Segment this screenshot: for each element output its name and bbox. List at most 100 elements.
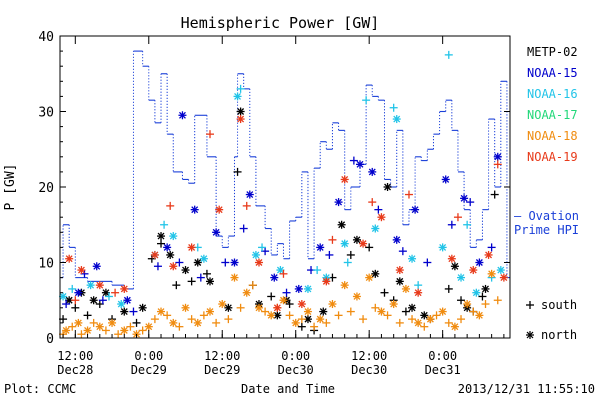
star-d2 xyxy=(102,289,110,297)
north-point xyxy=(352,235,361,244)
south-point xyxy=(114,330,123,339)
star-d2 xyxy=(485,251,493,259)
y-axis-label: P [GW] xyxy=(3,164,18,211)
north-point xyxy=(233,92,242,101)
south-point xyxy=(175,258,184,267)
north-point xyxy=(181,303,190,312)
north-point xyxy=(475,311,484,320)
star-d2 xyxy=(77,266,85,274)
north-point xyxy=(334,198,343,207)
south-point xyxy=(196,273,205,282)
star-d2 xyxy=(237,115,245,123)
south-point xyxy=(199,311,208,320)
north-point xyxy=(441,175,450,184)
star-d2 xyxy=(497,266,505,274)
star-d2 xyxy=(246,191,254,199)
legend-entry: METP-02 xyxy=(527,45,578,59)
star-d2 xyxy=(402,285,410,293)
star-d2 xyxy=(328,300,336,308)
north-point xyxy=(120,326,129,335)
south-point xyxy=(166,201,175,210)
south-point xyxy=(212,318,221,327)
star-d2 xyxy=(451,323,459,331)
south-point xyxy=(68,284,77,293)
star-d2 xyxy=(93,262,101,270)
south-point xyxy=(453,213,462,222)
south-point xyxy=(404,190,413,199)
south-point xyxy=(432,311,441,320)
north-point xyxy=(328,300,337,309)
legend-ovation: Prime HPI xyxy=(514,223,579,237)
north-point xyxy=(389,300,398,309)
star-d2 xyxy=(169,262,177,270)
star-d2 xyxy=(472,289,480,297)
south-point xyxy=(62,300,71,309)
star-d2 xyxy=(316,243,324,251)
south-point xyxy=(233,167,242,176)
north-point xyxy=(499,273,508,282)
star-d2 xyxy=(194,319,202,327)
south-point xyxy=(466,198,475,207)
star-d2 xyxy=(120,326,128,334)
north-point xyxy=(408,303,417,312)
north-point xyxy=(340,281,349,290)
south-point xyxy=(68,322,77,331)
north-point xyxy=(316,315,325,324)
north-point xyxy=(242,288,251,297)
x-tick-label: 12:00 xyxy=(57,349,93,363)
north-point xyxy=(392,115,401,124)
north-point xyxy=(392,235,401,244)
south-point xyxy=(493,296,502,305)
south-point xyxy=(365,243,374,252)
north-point xyxy=(120,284,129,293)
south-point xyxy=(258,243,267,252)
south-point xyxy=(383,311,392,320)
north-point xyxy=(297,300,306,309)
star-d2 xyxy=(273,311,281,319)
north-point xyxy=(408,254,417,263)
north-point xyxy=(74,318,83,327)
star-d2 xyxy=(338,221,346,229)
north-point xyxy=(401,284,410,293)
south-point xyxy=(279,269,288,278)
north-point xyxy=(368,167,377,176)
x-tick-label: Dec28 xyxy=(57,363,93,377)
x-tick-label: 12:00 xyxy=(351,349,387,363)
north-point xyxy=(319,307,328,316)
star-d2 xyxy=(442,175,450,183)
star-d2 xyxy=(322,277,330,285)
legend-marker-label: north xyxy=(541,328,577,342)
south-point xyxy=(343,258,352,267)
north-point xyxy=(206,277,214,286)
star-d2 xyxy=(420,311,428,319)
north-point xyxy=(371,269,380,278)
star-d2 xyxy=(411,206,419,214)
x-tick-label: 0:00 xyxy=(428,349,457,363)
star-d2 xyxy=(448,255,456,263)
north-point xyxy=(190,205,199,214)
star-d2 xyxy=(488,270,496,278)
south-point xyxy=(98,296,107,305)
star-d2 xyxy=(215,206,223,214)
south-point xyxy=(398,247,407,256)
star-d2 xyxy=(371,270,379,278)
south-point xyxy=(163,311,172,320)
star-d2 xyxy=(243,289,251,297)
star-d2 xyxy=(368,168,376,176)
star-d2 xyxy=(304,315,312,323)
north-point xyxy=(120,307,129,316)
north-point xyxy=(356,160,364,169)
north-point xyxy=(371,224,380,233)
south-point xyxy=(236,303,245,312)
north-point xyxy=(450,262,459,271)
star-d2 xyxy=(139,304,147,312)
footer-timestamp: 2013/12/31 11:55:10 xyxy=(458,382,595,396)
north-point xyxy=(487,269,496,278)
south-point xyxy=(359,315,368,324)
south-point xyxy=(187,315,196,324)
north-point xyxy=(481,284,490,293)
x-tick-label: Dec29 xyxy=(204,363,240,377)
legend-marker-label: south xyxy=(541,298,577,312)
south-point xyxy=(395,318,404,327)
